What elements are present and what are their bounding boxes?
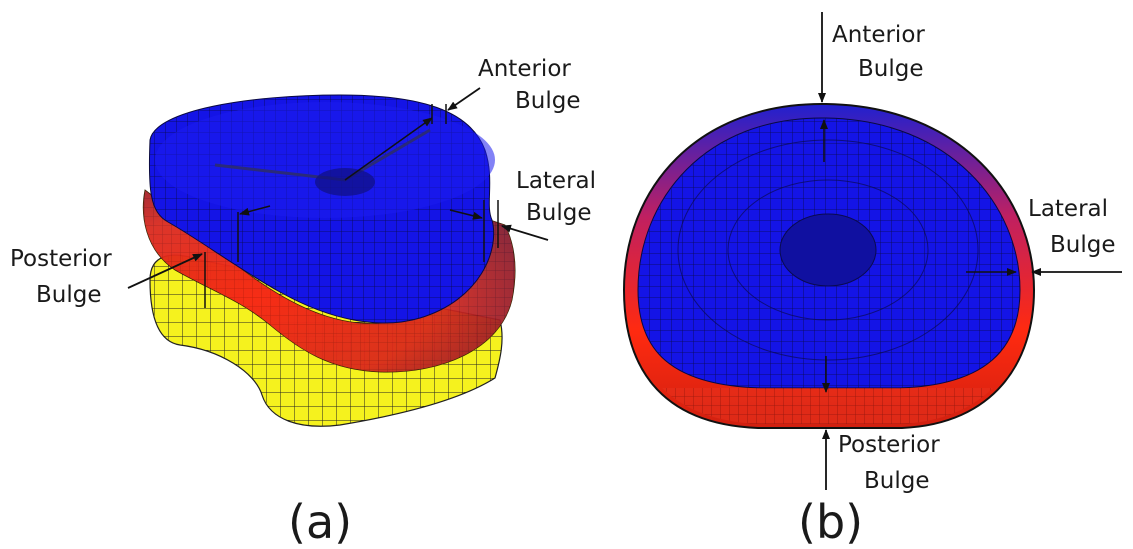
caption-a: (a) <box>288 495 352 549</box>
anterior-label-b-line1: Anterior <box>832 22 925 48</box>
lateral-label-b-line1: Lateral <box>1028 196 1108 222</box>
nucleus-b <box>779 213 877 287</box>
lateral-label-b-line2: Bulge <box>1050 232 1116 258</box>
posterior-arrow-a <box>127 253 203 289</box>
posterior-label-a-line1: Posterior <box>10 246 112 272</box>
lateral-label-a-line2: Bulge <box>526 200 592 226</box>
disc-top-surface-a <box>155 102 495 218</box>
anterior-label-b-line2: Bulge <box>858 56 924 82</box>
panel-a: Anterior Bulge Lateral Bulge Posterior B… <box>10 56 596 549</box>
anterior-label-a-line1: Anterior <box>478 56 571 82</box>
panel-b: Anterior Bulge Lateral Bulge Posterior B… <box>622 12 1122 549</box>
anterior-label-a-line2: Bulge <box>515 88 581 114</box>
posterior-label-b-line1: Posterior <box>838 432 940 458</box>
posterior-label-a-line2: Bulge <box>36 282 102 308</box>
posterior-label-b-line2: Bulge <box>864 468 930 494</box>
anterior-arrow-a <box>447 87 481 111</box>
lateral-arrow-a <box>501 224 549 241</box>
caption-b: (b) <box>798 495 863 549</box>
lateral-label-a-line1: Lateral <box>516 168 596 194</box>
